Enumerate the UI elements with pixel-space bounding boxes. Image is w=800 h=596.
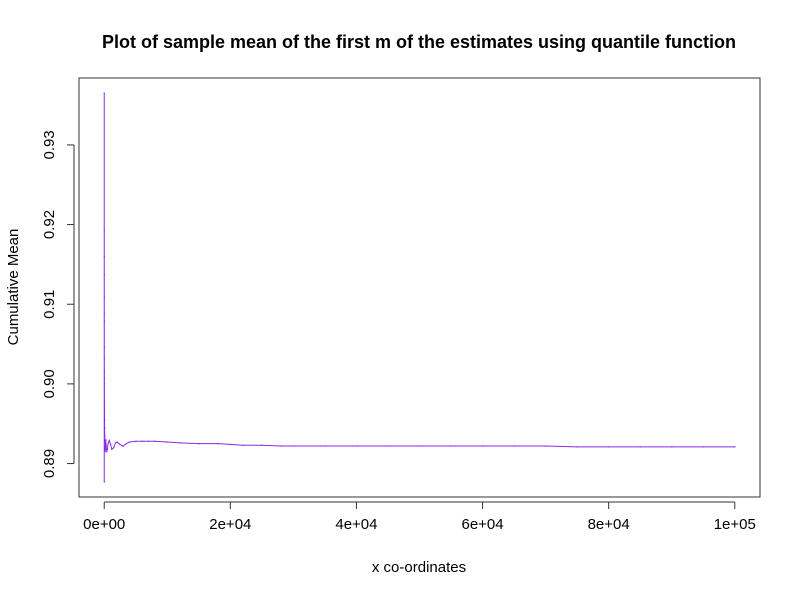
data-point [108,439,110,442]
data-point [105,439,107,441]
data-point [104,446,106,448]
x-tick-label: 1e+05 [714,516,756,533]
data-point [103,296,105,298]
data-point [450,445,452,447]
data-point [103,371,106,373]
data-point [135,440,137,442]
data-point [513,445,515,447]
chart-title: Plot of sample mean of the first m of th… [102,32,736,52]
x-tick-label: 2e+04 [209,516,251,533]
data-point [113,447,115,449]
plot-frame [78,77,761,498]
data-point [608,446,610,448]
data-point [292,445,295,447]
y-tick-label: 0.89 [41,449,58,478]
data-point [103,357,106,360]
data-point [198,443,200,445]
data-point [103,383,106,385]
x-tick-label: 6e+04 [461,516,503,533]
data-point [179,442,181,444]
x-tick-label: 0e+00 [83,516,125,533]
data-point [103,400,106,403]
x-tick-label: 4e+04 [335,516,377,533]
data-point [545,445,547,447]
data-point [387,445,389,447]
data-point [419,445,421,447]
data-point [103,313,105,315]
data-point [229,443,232,446]
data-point [482,445,484,447]
data-point [702,446,704,448]
y-tick-label: 0.92 [41,210,58,239]
data-point [103,229,105,231]
y-tick-label: 0.90 [41,369,58,398]
data-point [166,441,168,443]
y-tick-label: 0.93 [41,130,58,159]
data-point [125,443,127,445]
data-point [104,451,106,453]
data-point [107,443,109,445]
data-point [103,408,106,411]
data-point [103,92,105,94]
cumulative-mean-trace [103,93,735,482]
data-point [104,427,106,429]
data-point [141,440,143,442]
x-axis: 0e+00 2e+04 4e+04 6e+04 8e+04 1e+05 [83,501,756,533]
data-point [280,445,282,447]
data-point [119,443,121,446]
data-point [154,440,156,442]
data-point [128,441,131,443]
data-point [106,451,108,453]
data-point [103,481,105,483]
data-point [324,445,326,447]
data-point [104,435,106,437]
data-point [639,446,641,448]
data-point [104,419,106,421]
data-point [147,440,150,442]
data-point [106,448,109,450]
data-point [116,441,118,443]
data-point [355,445,358,447]
y-axis: 0.89 0.90 0.91 0.92 0.93 [41,130,75,478]
y-axis-label: Cumulative Mean [5,229,22,346]
data-point [103,274,105,276]
data-layer [103,92,736,483]
data-point [734,446,736,448]
data-point [103,346,105,348]
data-point [576,446,578,448]
data-point [104,443,107,445]
x-tick-label: 8e+04 [588,516,630,533]
data-point [122,445,124,447]
data-point [242,444,244,446]
y-tick-label: 0.91 [41,290,58,319]
x-axis-label: x co-ordinates [372,559,466,576]
data-point [105,445,107,447]
data-point [110,443,112,446]
data-point [115,442,117,444]
data-point [103,377,106,379]
data-point [103,320,105,322]
data-point [103,255,105,258]
data-point [261,444,263,446]
data-point [217,443,219,445]
data-point [111,448,113,450]
data-point [104,440,106,442]
data-point [104,448,106,450]
data-point [671,446,673,448]
